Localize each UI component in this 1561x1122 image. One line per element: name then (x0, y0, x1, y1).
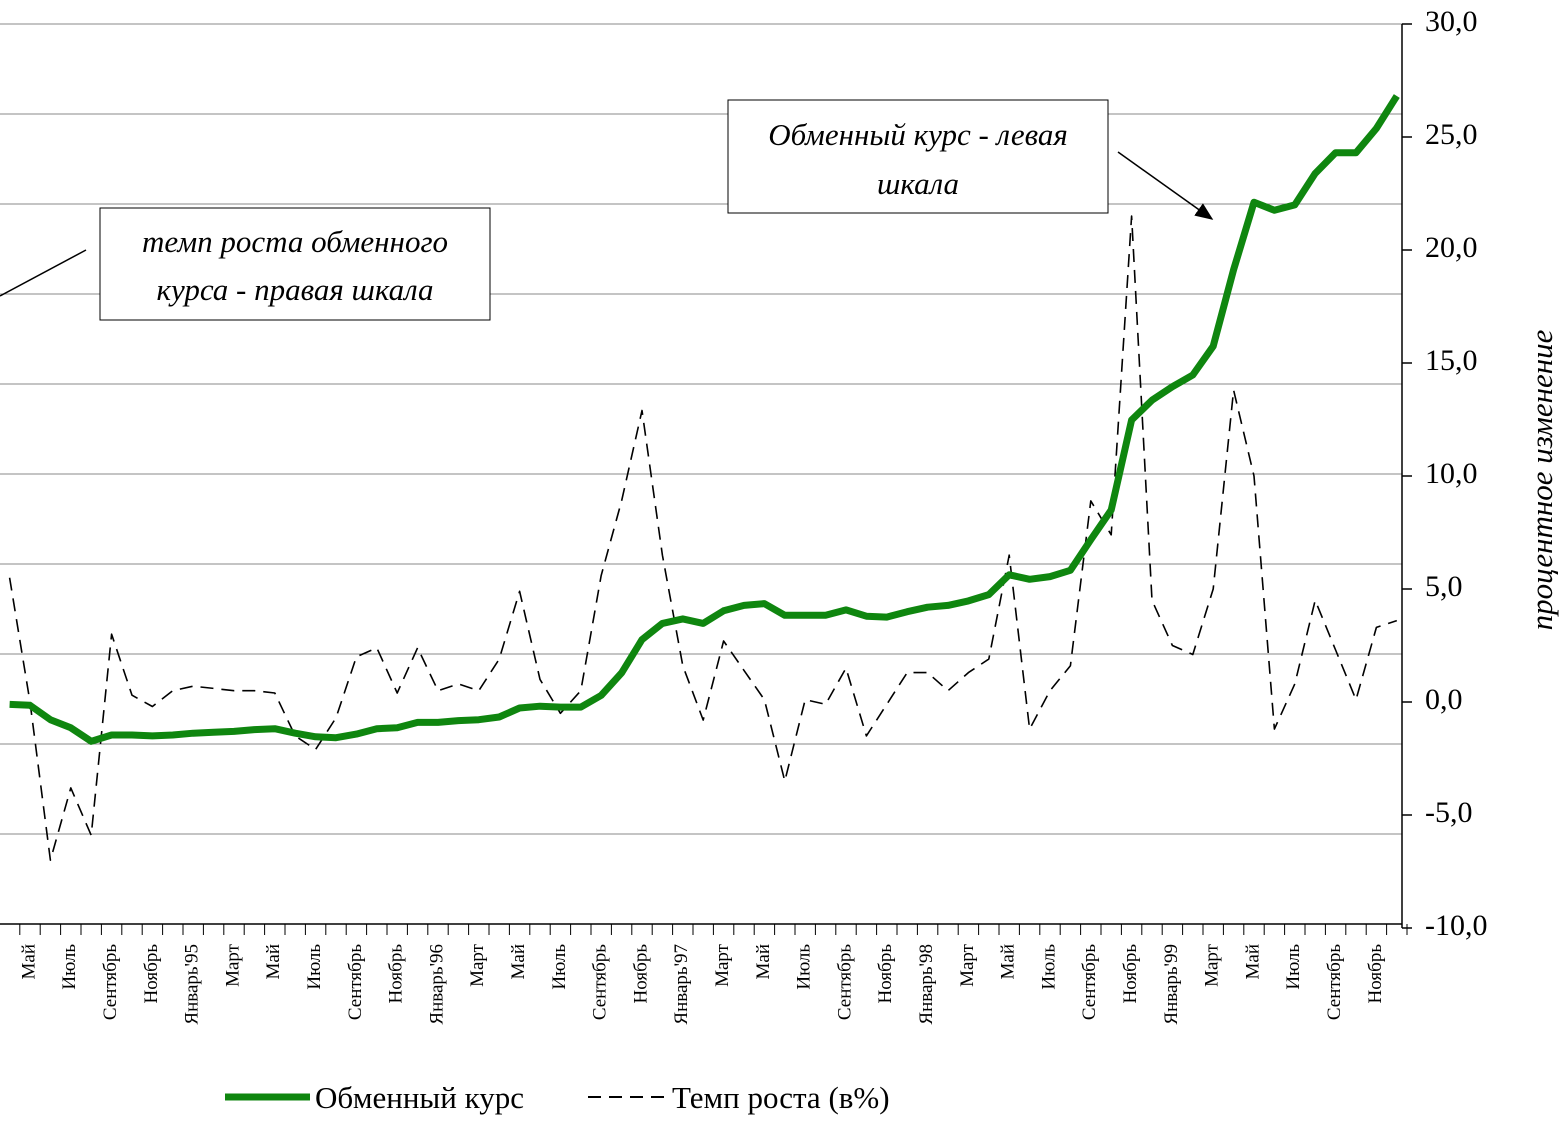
grid (0, 23, 1408, 935)
x-tick-label: Март (222, 943, 243, 987)
x-tick-label: Сентябрь (1079, 944, 1100, 1020)
y2-tick-label: -5,0 (1425, 796, 1473, 829)
annotation-box: темп роста обменного курса - правая шкал… (0, 207, 491, 321)
x-tick-label: Сентябрь (100, 944, 121, 1020)
x-tick-label: Март (957, 943, 978, 987)
annotation-pointer (0, 249, 87, 297)
x-tick-label: Май (18, 944, 39, 980)
x-tick-label: Январь'95 (182, 944, 203, 1025)
x-tick-label: Ноябрь (875, 944, 896, 1004)
x-tick-label: Июль (1283, 944, 1304, 990)
y2-tick-label: 30,0 (1425, 5, 1478, 38)
x-tick-label: Май (753, 944, 774, 980)
y2-tick-label: 20,0 (1425, 231, 1478, 264)
x-tick-label: Март (467, 943, 488, 987)
legend-label: Обменный курс (315, 1080, 524, 1115)
series-line (9, 94, 1400, 745)
plot (8, 94, 1400, 861)
x-tick-label: Сентябрь (1324, 944, 1345, 1020)
x-tick-label: Январь'96 (426, 944, 447, 1025)
x-tick-label: Июль (1038, 944, 1059, 990)
x-tick-label: Ноябрь (1120, 944, 1141, 1004)
x-tick-label: Январь'98 (916, 944, 937, 1025)
annotation-text: темп роста обменного (142, 224, 448, 259)
y2-axis-label: процентное изменение (1524, 329, 1559, 630)
x-tick-label: Май (508, 944, 529, 980)
x-tick-label: Март (1202, 943, 1223, 987)
legend: Обменный курс Темп роста (в%) (225, 1080, 890, 1115)
x-tick-label: Ноябрь (630, 944, 651, 1004)
x-tick-label: Ноябрь (1365, 944, 1386, 1004)
x-tick-label: Июль (304, 944, 325, 990)
x-tick-label: Ноябрь (141, 944, 162, 1004)
annotation-frame (727, 99, 1109, 214)
y2-tick-label: 10,0 (1425, 457, 1478, 490)
x-tick-label: Март (712, 943, 733, 987)
annotation-text: Обменный курс - левая (768, 117, 1067, 152)
annotation-box: Обменный курс - левая шкала (727, 99, 1214, 220)
x-tick-label: Сентябрь (590, 944, 611, 1020)
y2-tick-label: 0,0 (1425, 683, 1463, 716)
x-tick-label: Май (998, 944, 1019, 980)
annotation-text: шкала (877, 166, 959, 201)
x-tick-label: Январь'99 (1161, 944, 1182, 1025)
y2-tick-label: 15,0 (1425, 344, 1478, 377)
y2-tick-label: 25,0 (1425, 118, 1478, 151)
x-tick-label: Ноябрь (386, 944, 407, 1004)
x-tick-label: Январь'97 (671, 944, 692, 1025)
y2-tick-label: -10,0 (1425, 909, 1488, 942)
x-tick-label: Май (263, 944, 284, 980)
x-tick-label: Сентябрь (345, 944, 366, 1020)
x-tick-label: Июль (59, 944, 80, 990)
legend-label: Темп роста (в%) (672, 1080, 890, 1115)
annotation-arrow (1117, 151, 1214, 220)
annotation-text: курса - правая шкала (156, 272, 433, 307)
x-tick-label: Май (1242, 944, 1263, 980)
x-tick-label: Июль (794, 944, 815, 990)
series-line (8, 215, 1398, 861)
y2-tick-label: 5,0 (1425, 570, 1463, 603)
x-tick-label: Сентябрь (834, 944, 855, 1020)
annotation-frame (99, 207, 491, 321)
x-tick-label: Июль (549, 944, 570, 990)
